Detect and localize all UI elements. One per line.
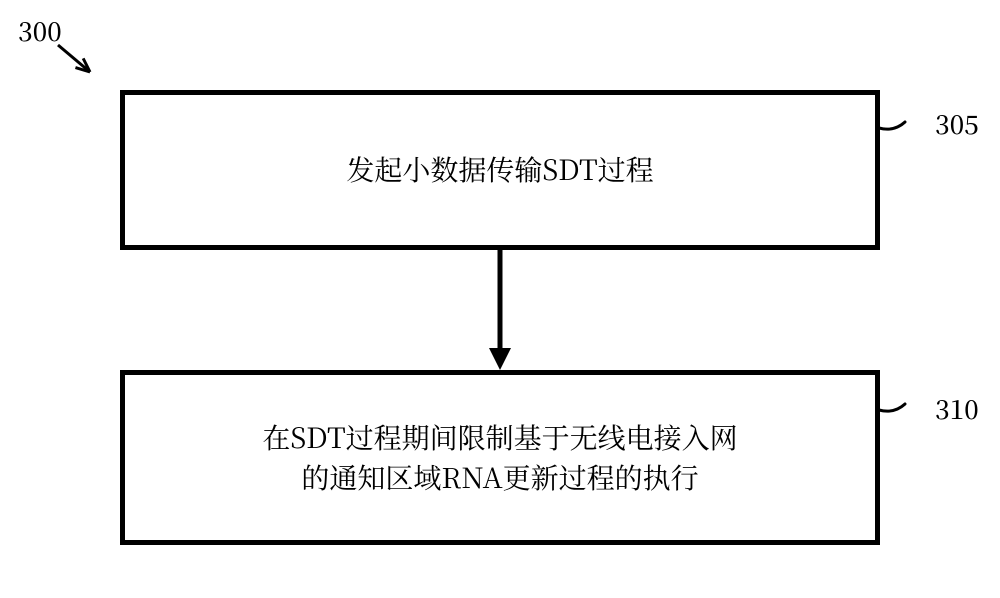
step-box-305: 发起小数据传输SDT过程 (120, 90, 880, 250)
callout-label-310: 310 (935, 390, 979, 427)
figure-arrow-head-2 (83, 58, 90, 72)
connector-arrow-head (489, 348, 511, 370)
callout-label-305: 305 (935, 105, 979, 142)
step-box-310-text-line-1: 在SDT过程期间限制基于无线电接入网 (262, 418, 737, 457)
figure-number-label: 300 (18, 12, 62, 49)
step-box-310-text-line-2: 的通知区域RNA更新过程的执行 (301, 458, 698, 497)
figure-arrow-head-1 (75, 68, 90, 72)
step-box-310: 在SDT过程期间限制基于无线电接入网 的通知区域RNA更新过程的执行 (120, 370, 880, 545)
callout-tick-c305 (879, 122, 905, 129)
callout-tick-c310 (879, 404, 905, 411)
flow-diagram: 300 发起小数据传输SDT过程 在SDT过程期间限制基于无线电接入网 的通知区… (0, 0, 1000, 598)
step-box-305-text: 发起小数据传输SDT过程 (346, 150, 653, 189)
figure-arrow-shaft (58, 45, 90, 72)
